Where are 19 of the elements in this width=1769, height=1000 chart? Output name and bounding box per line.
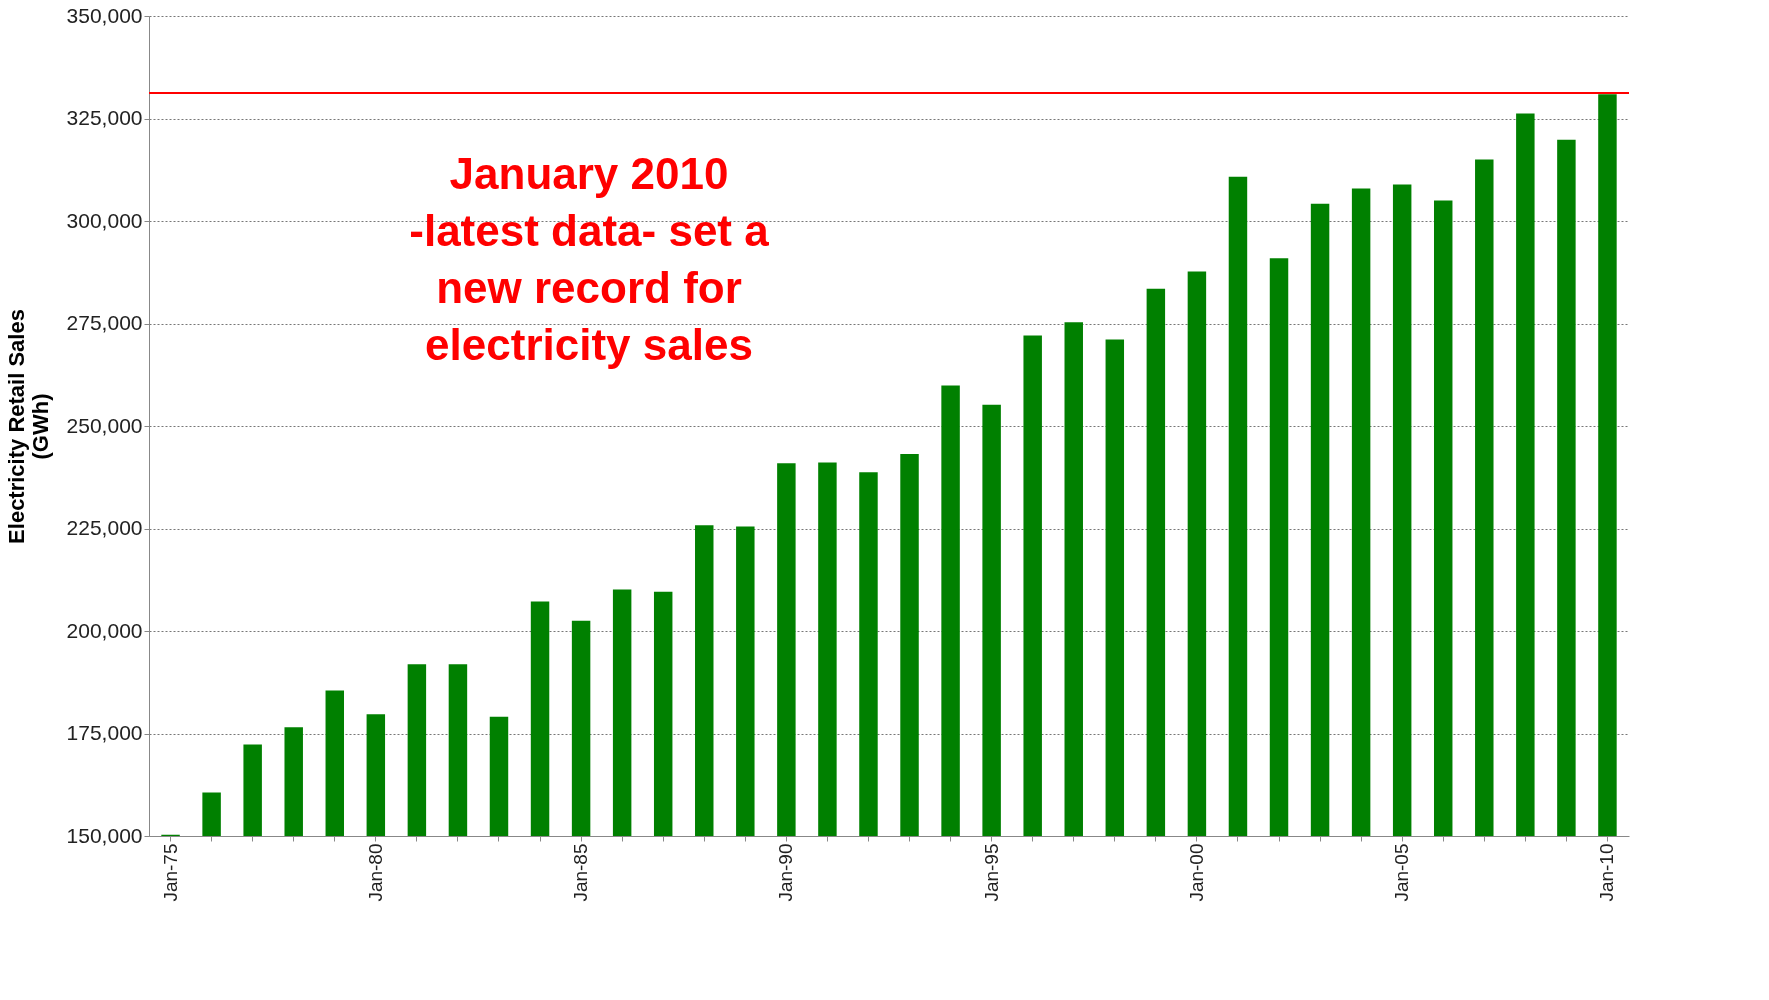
y-tick-label: 225,000	[66, 516, 143, 539]
y-tick-label: 275,000	[66, 311, 143, 334]
x-tick-label: Jan-80	[364, 843, 386, 902]
x-tick-label: Jan-90	[775, 843, 797, 902]
y-tick-label: 175,000	[66, 721, 143, 744]
y-tick-label: 350,000	[66, 3, 143, 27]
y-tick-label: 250,000	[66, 413, 143, 437]
x-tick-label: Jan-05	[1391, 843, 1413, 902]
y-axis-title: Electricity Retail Sales (GWh)	[3, 309, 53, 544]
x-tick-label: Jan-85	[570, 843, 592, 902]
y-tick-label: 150,000	[66, 823, 143, 847]
x-tick-label: Jan-10	[1596, 843, 1618, 902]
y-tick-label: 200,000	[66, 618, 143, 642]
x-tick-label: Jan-00	[1185, 843, 1207, 902]
x-tick-label: Jan-95	[980, 843, 1002, 902]
y-tick-label: 300,000	[66, 208, 143, 232]
x-tick-label: Jan-75	[159, 843, 181, 902]
annotation: January 2010 -latest data- set a new record for electricity sales	[409, 149, 770, 369]
y-tick-label: 325,000	[66, 106, 143, 129]
